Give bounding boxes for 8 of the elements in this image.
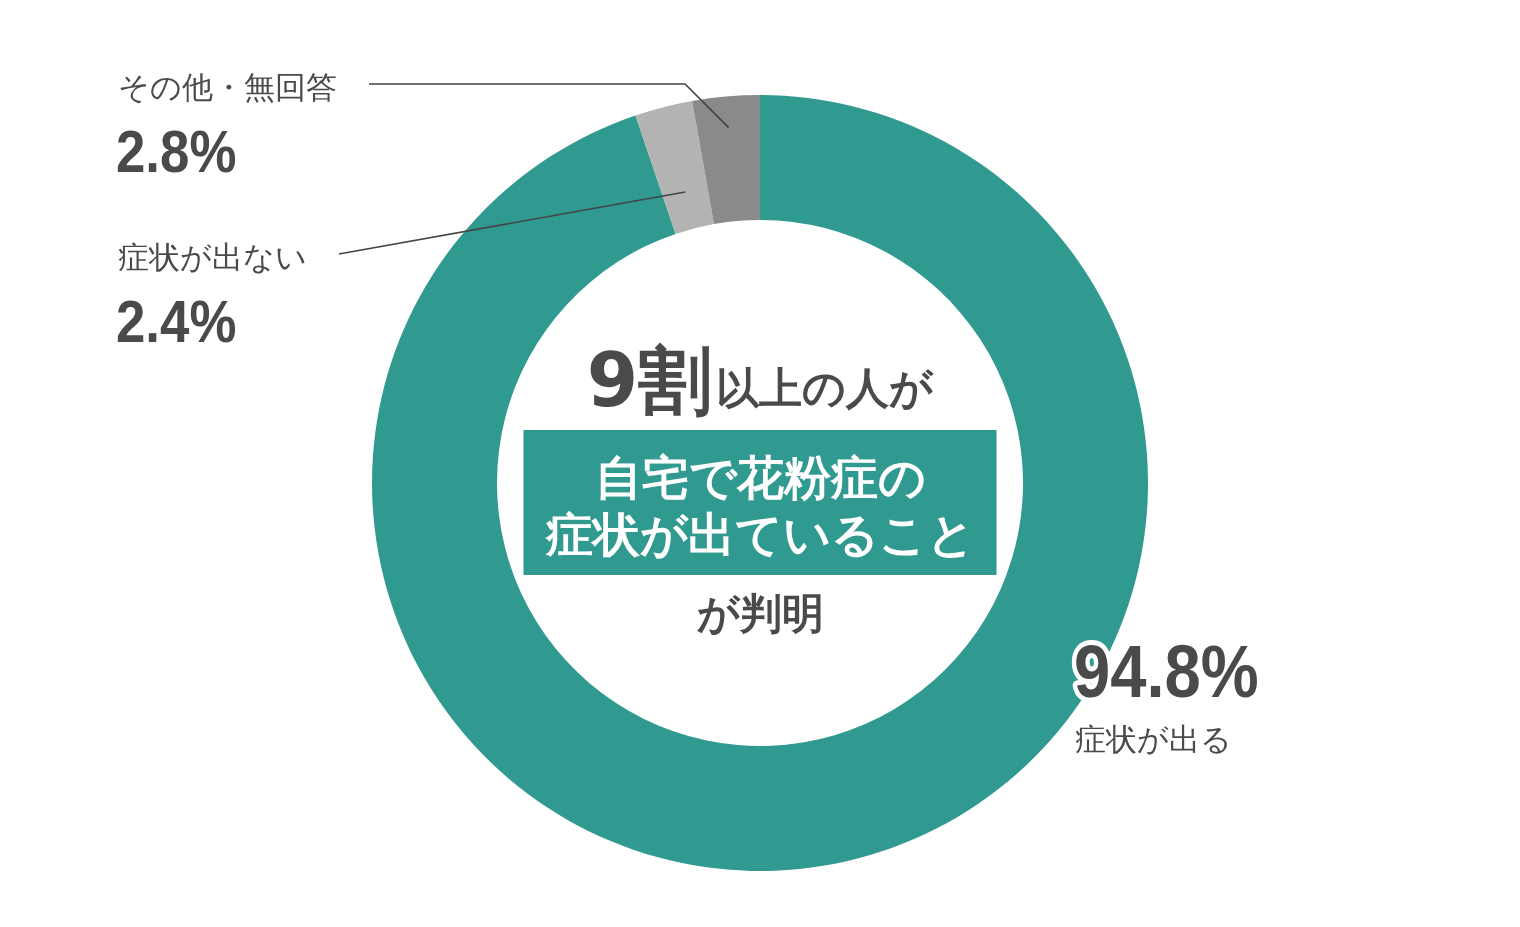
slice-label: その他・無回答 [118,69,337,105]
slice-label: 症状が出る [1075,721,1232,757]
text: が判明 [696,589,824,638]
slice-label: 症状が出ない [118,239,307,275]
highlight-box: 自宅で花粉症の 症状が出ていること [523,430,997,575]
headline: 9割 以上の人が [586,337,934,423]
data-label: 2.4% [116,287,237,355]
data-label: 2.8% [116,117,237,185]
